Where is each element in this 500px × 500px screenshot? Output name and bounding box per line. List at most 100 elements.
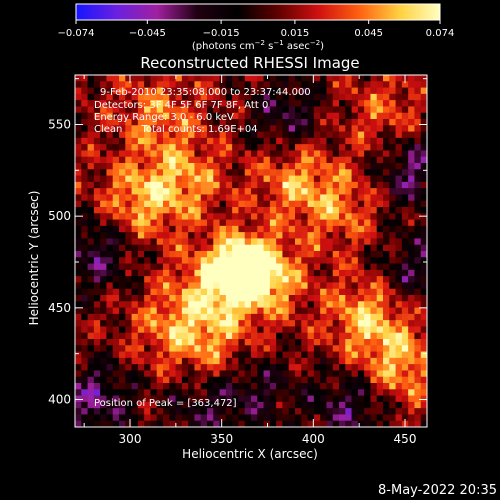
heatmap-cell — [320, 307, 328, 315]
heatmap-cell — [156, 106, 164, 114]
heatmap-cell — [389, 376, 397, 384]
heatmap-cell — [175, 257, 183, 265]
y-tick-label: 400 — [48, 393, 71, 407]
heatmap-cell — [181, 131, 189, 139]
heatmap-cell — [131, 351, 139, 359]
heatmap-cell — [414, 357, 422, 365]
heatmap-cell — [288, 81, 296, 89]
heatmap-cell — [131, 106, 139, 114]
heatmap-cell — [269, 169, 277, 177]
heatmap-cell — [401, 408, 409, 416]
heatmap-cell — [301, 326, 309, 334]
heatmap-cell — [93, 269, 101, 277]
heatmap-cell — [219, 169, 227, 177]
heatmap-cell — [175, 301, 183, 309]
heatmap-cell — [175, 320, 183, 328]
heatmap-cell — [238, 357, 246, 365]
heatmap-cell — [295, 125, 302, 133]
heatmap-cell — [282, 295, 290, 302]
heatmap-cell — [175, 131, 183, 139]
heatmap-cell — [169, 175, 177, 183]
heatmap-cell — [282, 288, 290, 296]
heatmap-cell — [93, 389, 101, 397]
heatmap-cell — [401, 301, 409, 309]
heatmap-cell — [269, 389, 277, 397]
heatmap-cell — [351, 251, 359, 258]
heatmap-cell — [188, 257, 196, 265]
heatmap-cell — [93, 137, 101, 145]
heatmap-cell — [238, 175, 246, 183]
heatmap-cell — [144, 269, 152, 277]
heatmap-cell — [332, 150, 340, 158]
heatmap-cell — [288, 75, 296, 82]
heatmap-cell — [225, 87, 233, 95]
heatmap-cell — [244, 225, 252, 233]
heatmap-cell — [131, 150, 139, 158]
heatmap-cell — [401, 295, 409, 302]
heatmap-cell — [112, 351, 120, 359]
heatmap-cell — [257, 307, 265, 315]
heatmap-cell — [188, 225, 196, 233]
heatmap-cell — [282, 112, 290, 120]
heatmap-cell — [163, 75, 170, 82]
heatmap-cell — [137, 125, 145, 133]
heatmap-cell — [357, 282, 365, 290]
heatmap-cell — [200, 276, 208, 284]
heatmap-cell — [232, 188, 240, 196]
heatmap-cell — [383, 219, 390, 227]
heatmap-cell — [125, 93, 133, 101]
heatmap-cell — [194, 100, 202, 108]
heatmap-cell — [93, 420, 101, 427]
heatmap-cell — [81, 376, 89, 384]
heatmap-cell — [357, 401, 365, 409]
heatmap-cell — [75, 93, 82, 101]
heatmap-cell — [288, 345, 296, 353]
heatmap-cell — [408, 295, 416, 302]
heatmap-cell — [376, 251, 384, 258]
heatmap-cell — [269, 131, 277, 139]
heatmap-cell — [156, 414, 164, 422]
heatmap-cell — [200, 401, 208, 409]
heatmap-cell — [207, 313, 214, 321]
heatmap-cell — [163, 244, 170, 252]
heatmap-cell — [156, 276, 164, 284]
heatmap-cell — [156, 232, 164, 240]
heatmap-cell — [263, 288, 271, 296]
heatmap-cell — [225, 301, 233, 309]
heatmap-cell — [93, 332, 101, 340]
heatmap-cell — [188, 251, 196, 258]
heatmap-cell — [200, 106, 208, 114]
heatmap-cell — [332, 389, 340, 397]
heatmap-cell — [219, 401, 227, 409]
heatmap-cell — [93, 263, 101, 271]
heatmap-cell — [370, 144, 378, 152]
heatmap-cell — [81, 200, 89, 208]
heatmap-cell — [383, 282, 390, 290]
heatmap-cell — [175, 87, 183, 95]
heatmap-cell — [112, 345, 120, 353]
heatmap-cell — [288, 295, 296, 302]
heatmap-cell — [414, 370, 422, 378]
heatmap-cell — [232, 364, 240, 372]
heatmap-cell — [200, 93, 208, 101]
heatmap-cell — [263, 144, 271, 152]
heatmap-cell — [238, 181, 246, 189]
heatmap-cell — [313, 408, 321, 416]
heatmap-cell — [213, 207, 221, 214]
heatmap-cell — [282, 119, 290, 126]
heatmap-cell — [307, 119, 315, 126]
heatmap-cell — [232, 263, 240, 271]
heatmap-cell — [376, 401, 384, 409]
heatmap-cell — [219, 238, 227, 246]
heatmap-cell — [137, 225, 145, 233]
heatmap-cell — [137, 119, 145, 126]
heatmap-cell — [395, 257, 403, 265]
heatmap-cell — [339, 238, 346, 246]
heatmap-cell — [150, 238, 158, 246]
heatmap-cell — [169, 288, 177, 296]
heatmap-cell — [125, 263, 133, 271]
heatmap-cell — [370, 288, 378, 296]
heatmap-cell — [345, 345, 353, 353]
heatmap-cell — [257, 244, 265, 252]
heatmap-cell — [75, 320, 82, 328]
